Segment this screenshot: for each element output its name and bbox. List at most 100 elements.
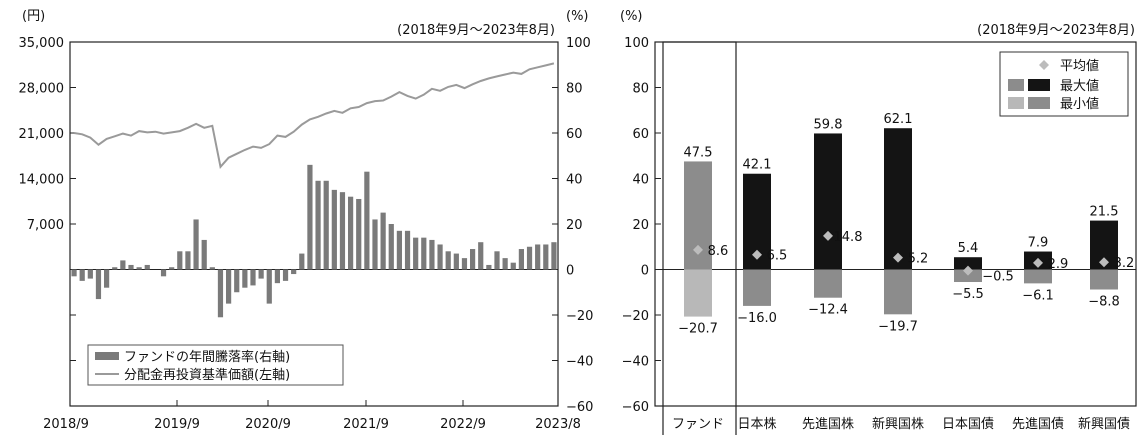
y-axis-tick-label: −60 [622,400,649,415]
annual-return-bar [128,264,134,270]
x-axis-label: 2019/9 [154,417,200,432]
min-value-label: −8.8 [1088,295,1120,310]
average-value-label: 3.2 [1114,256,1135,271]
annual-return-bar [225,269,232,304]
annual-return-bar [404,230,411,270]
legend-average-marker [1039,60,1049,70]
annual-return-bar [421,237,427,270]
annual-return-bar [87,269,93,279]
annual-return-bar [307,164,313,270]
left-axis-tick-label: 21,000 [19,127,65,142]
left-axis-unit: (円) [22,9,45,24]
average-value-label: −0.5 [982,270,1014,285]
average-value-label: 5.2 [908,252,929,267]
annual-return-bar [242,269,248,288]
annual-return-bar [266,269,272,304]
annual-return-bar [193,219,199,270]
annual-return-bar [469,249,476,270]
annual-return-bar [445,251,451,270]
legend-box [87,344,344,386]
left-axis-tick-label: 14,000 [19,173,65,188]
legend-bar-label: ファンドの年間騰落率(右軸) [124,349,290,365]
annual-return-bar [331,189,337,270]
annual-return-bar [136,267,142,270]
average-marker [963,265,973,276]
annual-return-bar [177,251,183,270]
right-axis-tick-label: −20 [566,309,593,324]
legend-min-swatch [1028,97,1050,109]
annual-return-bar [429,239,435,270]
legend-average-label: 平均値 [1060,58,1099,74]
x-axis-label: 2018/9 [43,417,89,432]
average-value-label: 14.8 [834,230,863,245]
annual-return-bar [453,253,459,270]
average-marker [693,244,703,255]
annual-return-bar [510,262,516,270]
annual-return-bar [103,269,110,288]
annual-return-bar [437,244,443,270]
max-bar [884,128,912,270]
legend-bar-swatch [95,352,119,360]
annual-return-bar [364,171,370,270]
annual-return-bar [347,196,354,270]
annual-return-bar [372,219,378,270]
annual-return-bar [461,258,468,270]
y-axis-tick-label: −20 [622,309,649,324]
min-value-label: −19.7 [878,319,918,334]
max-value-label: 7.9 [1028,236,1049,251]
average-value-label: 8.6 [708,244,729,259]
y-axis-tick-label: 40 [632,173,649,188]
annual-return-bar [282,269,289,281]
category-label: 新興国債 [1078,416,1130,432]
annual-return-bar [250,269,256,286]
category-label: 日本株 [737,417,776,432]
legend-fund-max-swatch [1008,79,1024,91]
annual-return-bar [79,269,85,281]
annual-return-bar [217,269,224,318]
annual-return-bar [486,264,492,270]
min-bar [954,269,982,283]
average-value-label: 2.9 [1048,257,1069,272]
annual-return-bar [169,267,175,270]
max-value-label: 5.4 [958,241,979,256]
y-axis-tick-label: 20 [632,218,649,233]
annual-return-bar [543,244,549,270]
right-axis-tick-label: 60 [566,127,583,142]
legend-max-label: 最大値 [1060,78,1099,94]
annual-return-bar [258,269,264,279]
y-axis-tick-label: 80 [632,82,649,97]
annual-return-bar [396,230,403,270]
annual-return-bar [315,180,321,270]
max-value-label: 59.8 [814,117,843,132]
min-bar [1090,269,1118,290]
category-label: 日本国債 [942,417,994,432]
y-axis-tick-label: 0 [641,264,649,279]
right-axis-tick-label: 80 [566,82,583,97]
left-axis-tick-label: 28,000 [19,82,65,97]
annual-return-bar [274,269,281,284]
annual-return-bar [71,269,77,277]
annual-return-bar [518,249,525,270]
max-bar [954,257,982,270]
legend-line-label: 分配金再投資基準価額(左軸) [124,367,290,383]
fund-performance-chart: 100 80 60 40 20 0 −20 −40 −60 35,000 28,000 21,000 1… [19,9,594,432]
min-bar [743,269,771,306]
annual-return-bar [551,242,557,270]
right-axis-tick-label: −60 [566,400,593,415]
annual-return-bar [112,267,118,270]
min-value-label: −12.4 [808,303,848,318]
fund-highlight-box [662,41,737,435]
y-axis-tick-label: −40 [622,355,649,370]
average-value-label: 6.5 [767,249,788,264]
right-axis-unit: (%) [566,9,589,24]
min-bar [1024,269,1052,284]
category-label: 先進国債 [1012,417,1064,432]
max-value-label: 21.5 [1090,205,1119,220]
right-axis-tick-label: 40 [566,173,583,188]
annual-return-bar [323,180,329,270]
min-bar [814,269,842,298]
annual-return-bar [380,212,386,270]
annual-return-bar [209,267,215,270]
average-marker [1033,257,1043,268]
